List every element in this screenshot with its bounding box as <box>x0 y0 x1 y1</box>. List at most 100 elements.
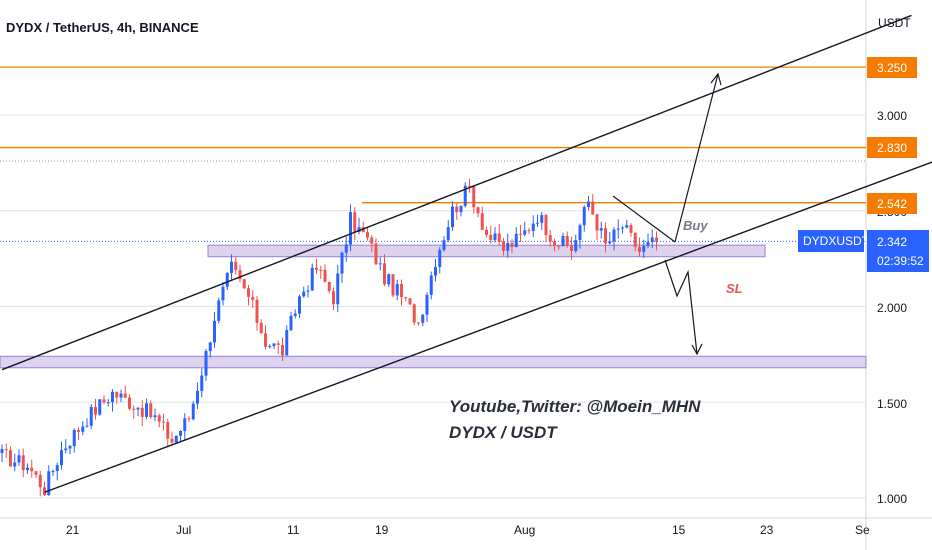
candle-body <box>349 212 352 245</box>
candle-body <box>77 430 80 432</box>
candle-body <box>60 450 63 466</box>
time-tick: 11 <box>287 523 300 537</box>
candle-body <box>599 228 603 231</box>
candle-body <box>293 313 297 316</box>
candle-body <box>272 343 276 347</box>
bar-countdown: 02:39:52 <box>877 254 924 268</box>
candle-body <box>565 235 569 246</box>
candle-body <box>157 415 161 422</box>
candle-body <box>408 298 412 305</box>
candle-body <box>468 185 471 187</box>
candle-body <box>259 322 263 334</box>
candle-body <box>319 269 323 271</box>
time-tick: 19 <box>375 523 389 537</box>
candle-body <box>540 215 544 223</box>
candle-body <box>213 320 216 343</box>
candle-body <box>217 300 221 321</box>
zones <box>0 244 867 369</box>
time-axis[interactable]: 21 Jul 11 19 Aug 15 23 Se <box>66 523 870 537</box>
candle-body <box>132 408 136 410</box>
candle-body <box>570 245 573 251</box>
candle-body <box>574 240 578 251</box>
candle-body <box>21 455 25 471</box>
candle-body <box>115 391 119 398</box>
candle-body <box>425 294 429 315</box>
candle-body <box>200 375 204 391</box>
candle-body <box>536 222 539 224</box>
candle-body <box>336 273 340 305</box>
candle-body <box>451 206 454 228</box>
candle-body <box>591 201 595 215</box>
candle-body <box>128 397 131 409</box>
price-tick: 1.500 <box>877 397 907 411</box>
time-tick: Se <box>855 523 870 537</box>
triangle-trendline <box>612 195 676 243</box>
channel-upper-line <box>1 14 912 371</box>
candle-body <box>72 430 76 447</box>
candle-body <box>595 214 599 231</box>
candle-body <box>489 234 493 240</box>
candle-body <box>251 296 255 300</box>
candle-body <box>111 391 114 403</box>
candle-body <box>642 245 646 252</box>
candle-body <box>4 449 8 451</box>
candle-body <box>650 237 654 243</box>
candle-body <box>208 342 212 352</box>
candle-body <box>174 435 178 443</box>
candle-body <box>145 403 148 417</box>
candle-body <box>646 242 650 246</box>
candle-body <box>26 467 29 471</box>
candle-body <box>629 225 633 233</box>
buy-label: Buy <box>683 218 708 233</box>
candle-body <box>463 185 467 206</box>
candle-body <box>153 415 157 418</box>
candle-body <box>238 270 242 280</box>
candle-body <box>38 474 42 488</box>
candle-body <box>531 223 535 231</box>
candle-body <box>514 233 518 247</box>
candle-body <box>281 344 284 356</box>
projection-drawings <box>664 72 722 356</box>
horizontal-levels <box>0 66 866 204</box>
candles <box>0 178 658 497</box>
symbol-tag[interactable]: DYDXUSDT <box>798 230 870 252</box>
candle-body <box>455 206 459 213</box>
candle-body <box>221 286 225 301</box>
level-tag-2542: 2.542 <box>867 193 917 214</box>
candle-body <box>106 402 110 404</box>
candle-body <box>170 438 174 443</box>
plot-area[interactable] <box>0 0 866 518</box>
candle-body <box>9 450 12 467</box>
candle-body <box>166 422 170 439</box>
candle-body <box>655 237 658 242</box>
candle-body <box>81 426 85 432</box>
candle-body <box>327 281 331 292</box>
candle-body <box>459 205 463 213</box>
candle-body <box>13 462 17 467</box>
candle-body <box>55 465 59 472</box>
candle-body <box>578 225 582 241</box>
candle-body <box>519 233 522 235</box>
bearish-projection-line <box>664 259 698 355</box>
candle-body <box>204 351 208 376</box>
sl-label: SL <box>726 281 743 296</box>
candle-body <box>289 315 293 331</box>
level-tag-2830: 2.830 <box>867 137 917 158</box>
candle-body <box>255 299 259 323</box>
price-axis[interactable]: USDT 3.000 2.500 2.000 1.500 1.000 <box>877 16 911 506</box>
candle-body <box>561 235 565 247</box>
candle-body <box>183 418 187 431</box>
credit-line-1: Youtube,Twitter: @Moein_MHN <box>449 397 701 416</box>
candle-body <box>438 250 442 267</box>
candle-body <box>264 333 267 347</box>
candle-body <box>612 229 616 242</box>
level-tag-3250: 3.250 <box>867 57 917 78</box>
candle-body <box>523 230 527 235</box>
bullish-arrow-head <box>710 72 722 86</box>
candle-body <box>633 232 637 248</box>
candle-body <box>187 418 191 420</box>
bullish-projection-line <box>674 73 719 243</box>
candle-body <box>404 297 408 299</box>
candle-body <box>17 455 21 463</box>
